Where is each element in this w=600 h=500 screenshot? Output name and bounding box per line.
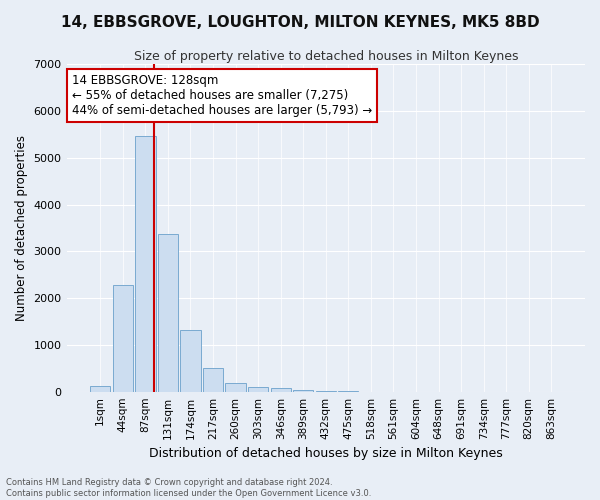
Text: 14 EBBSGROVE: 128sqm
← 55% of detached houses are smaller (7,275)
44% of semi-de: 14 EBBSGROVE: 128sqm ← 55% of detached h… bbox=[72, 74, 372, 117]
Bar bbox=[135, 136, 155, 392]
Bar bbox=[181, 330, 200, 392]
Bar bbox=[158, 234, 178, 392]
Bar bbox=[293, 390, 313, 392]
Bar bbox=[316, 390, 336, 392]
Title: Size of property relative to detached houses in Milton Keynes: Size of property relative to detached ho… bbox=[134, 50, 518, 63]
Bar bbox=[203, 368, 223, 392]
Bar bbox=[248, 388, 268, 392]
Bar bbox=[90, 386, 110, 392]
Bar bbox=[271, 388, 291, 392]
Text: 14, EBBSGROVE, LOUGHTON, MILTON KEYNES, MK5 8BD: 14, EBBSGROVE, LOUGHTON, MILTON KEYNES, … bbox=[61, 15, 539, 30]
Y-axis label: Number of detached properties: Number of detached properties bbox=[15, 135, 28, 321]
Text: Contains HM Land Registry data © Crown copyright and database right 2024.
Contai: Contains HM Land Registry data © Crown c… bbox=[6, 478, 371, 498]
Bar bbox=[113, 286, 133, 392]
Bar bbox=[226, 384, 246, 392]
X-axis label: Distribution of detached houses by size in Milton Keynes: Distribution of detached houses by size … bbox=[149, 447, 503, 460]
